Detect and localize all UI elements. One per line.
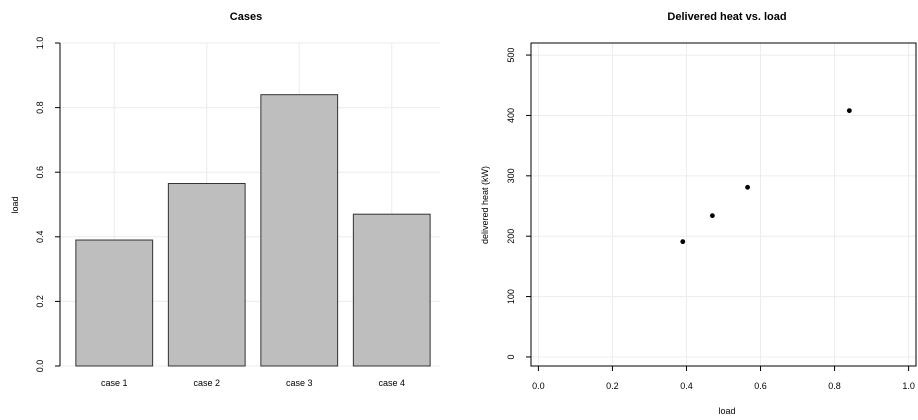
scatter-chart-x-label: load bbox=[718, 406, 735, 416]
bar-y-tick-label: 0.2 bbox=[35, 295, 45, 308]
bar-y-tick-label: 1.0 bbox=[35, 37, 45, 50]
scatter-y-tick-label: 500 bbox=[506, 48, 516, 63]
scatter-chart-panel: Delivered heat vs. load 0 100 200 300 400 500… bbox=[480, 11, 917, 416]
bar-chart-x-labels: case 1 case 2 case 3 case 4 bbox=[101, 378, 405, 388]
scatter-point-4 bbox=[846, 108, 852, 114]
bar-y-tick-label: 0.6 bbox=[35, 166, 45, 179]
bar-4 bbox=[352, 213, 431, 367]
scatter-y-tick-label: 100 bbox=[506, 289, 516, 304]
bar-chart-title: Cases bbox=[230, 11, 262, 23]
scatter-chart-grid bbox=[531, 43, 916, 366]
scatter-chart-points bbox=[680, 108, 852, 245]
scatter-x-tick-label: 0.0 bbox=[532, 381, 545, 391]
bar-chart-y-ticks: 0.0 0.2 0.4 0.6 0.8 1.0 bbox=[35, 37, 60, 373]
scatter-x-tick-label: 0.2 bbox=[606, 381, 619, 391]
scatter-x-tick-label: 0.4 bbox=[680, 381, 693, 391]
scatter-y-tick-label: 300 bbox=[506, 168, 516, 183]
scatter-x-tick-label: 0.8 bbox=[828, 381, 841, 391]
scatter-chart-y-ticks: 0 100 200 300 400 500 bbox=[506, 48, 531, 359]
bar-y-tick-label: 0.4 bbox=[35, 231, 45, 244]
bar-x-label: case 3 bbox=[286, 378, 313, 388]
bar-x-label: case 1 bbox=[101, 378, 128, 388]
scatter-point-1 bbox=[680, 239, 686, 245]
scatter-y-tick-label: 200 bbox=[506, 229, 516, 244]
bar-2 bbox=[167, 183, 246, 367]
bar-3 bbox=[260, 94, 339, 367]
bar-y-tick-label: 0.8 bbox=[35, 101, 45, 114]
bar-chart-y-label: load bbox=[10, 196, 20, 213]
scatter-point-3 bbox=[745, 184, 750, 190]
scatter-point-2 bbox=[709, 213, 715, 219]
bar-1 bbox=[75, 239, 154, 367]
scatter-chart-frame bbox=[530, 42, 917, 367]
bar-x-label: case 2 bbox=[193, 378, 220, 388]
bar-x-label: case 4 bbox=[378, 378, 405, 388]
scatter-y-tick-label: 0 bbox=[506, 354, 516, 359]
scatter-y-tick-label: 400 bbox=[506, 108, 516, 123]
scatter-chart-title: Delivered heat vs. load bbox=[667, 11, 786, 23]
bar-chart-panel: Cases 0.00.20.40.60.81.0 case 1 case 2 cas… bbox=[10, 11, 440, 388]
bar-y-tick-label: 0.0 bbox=[35, 360, 45, 373]
scatter-chart-x-ticks: 0.0 0.2 0.4 0.6 0.8 1.0 bbox=[532, 366, 915, 391]
scatter-chart-y-label: delivered heat (kW) bbox=[480, 166, 490, 244]
bar-chart-bars bbox=[75, 94, 431, 367]
scatter-x-tick-label: 1.0 bbox=[902, 381, 915, 391]
scatter-x-tick-label: 0.6 bbox=[754, 381, 767, 391]
